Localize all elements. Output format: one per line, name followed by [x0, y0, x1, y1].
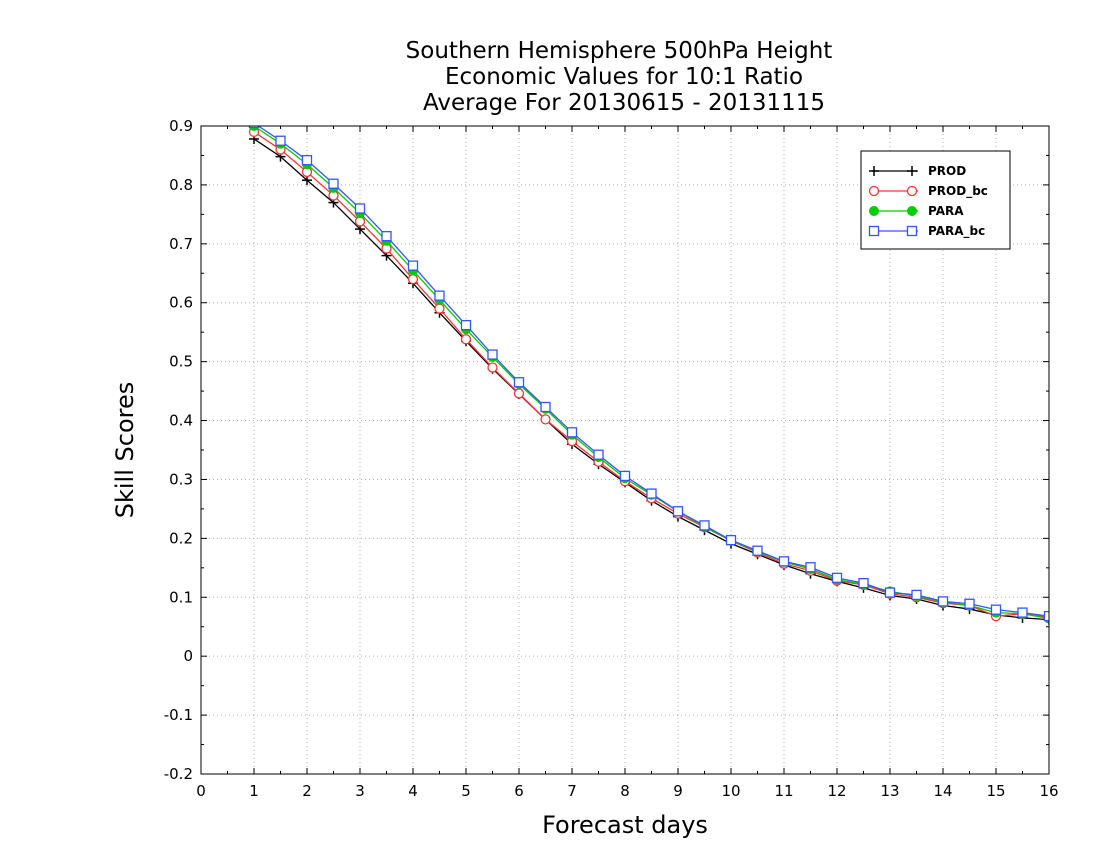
y-tick-label: 0.6: [169, 294, 193, 312]
y-tick-label: 0.9: [169, 117, 193, 135]
data-point-prod_bc: [513, 388, 525, 399]
data-point-prod_bc: [407, 274, 419, 285]
data-point-para_bc: [778, 556, 790, 567]
x-tick-label: 12: [827, 782, 846, 800]
legend-marker-left-para_bc: [868, 225, 880, 237]
legend-marker-left-prod_bc: [868, 185, 880, 197]
data-point-para_bc: [884, 587, 896, 598]
title-line-2: Economic Values for 10:1 Ratio: [445, 64, 803, 90]
x-tick-label: 2: [302, 782, 312, 800]
y-tick-label: 0: [183, 647, 193, 665]
title-line-3: Average For 20130615 - 20131115: [423, 90, 825, 116]
data-point-para_bc: [699, 520, 710, 531]
y-tick-label: 0.4: [169, 412, 193, 430]
axes: 0 1 2 3 4 5 6 7 8 9 10 11 12 13 14 15 16-0.2-0.100.10.20…: [164, 117, 1059, 800]
y-tick-label: 0.3: [169, 470, 193, 488]
legend-marker-right-para: [907, 206, 917, 216]
data-point-para_bc: [619, 470, 631, 482]
data-point-para_bc: [301, 155, 313, 166]
data-point-para_bc: [805, 562, 816, 573]
legend-marker-left-para: [869, 206, 879, 216]
plot-frame: [200, 125, 1050, 775]
data-point-para_bc: [513, 377, 525, 388]
data-point-para_bc: [831, 572, 843, 583]
x-tick-label: 0: [196, 782, 206, 800]
x-tick-label: 10: [721, 782, 740, 800]
y-tick-label: 0.8: [169, 176, 193, 194]
data-point-para_bc: [858, 577, 869, 589]
data-point-para_bc: [672, 506, 684, 517]
data-point-para_bc: [911, 589, 922, 601]
data-point-para_bc: [752, 545, 763, 556]
data-point-prod_bc: [487, 362, 498, 373]
data-point-para_bc: [540, 401, 551, 413]
x-tick-label: 4: [408, 782, 418, 800]
legend-box: [860, 150, 1011, 250]
data-point-prod_bc: [434, 303, 445, 314]
data-point-para_bc: [566, 427, 578, 438]
data-point-para_bc: [487, 349, 498, 360]
x-tick-label: 16: [1039, 782, 1058, 800]
data-point-para_bc: [1017, 607, 1028, 618]
legend-label-para_bc: PARA_bc: [928, 224, 985, 239]
x-axis-label: Forecast days: [542, 811, 708, 839]
x-tick-label: 13: [880, 782, 899, 800]
data-point-para_bc: [354, 203, 366, 214]
title-line-1: Southern Hemisphere 500hPa Height: [406, 38, 833, 64]
data-point-para_bc: [593, 449, 604, 460]
legend: PROD PROD_bc PARA PARA_bc: [860, 150, 1011, 250]
data-point-prod_bc: [460, 334, 472, 345]
legend-label-prod_bc: PROD_bc: [928, 184, 988, 199]
data-point-para_bc: [275, 135, 286, 146]
x-tick-label: 9: [673, 782, 683, 800]
data-point-para_bc: [460, 319, 472, 331]
data-point-para_bc: [248, 126, 260, 129]
data-point-para_bc: [937, 596, 949, 607]
data-point-para_bc: [381, 231, 392, 242]
x-tick-label: 14: [933, 782, 952, 800]
x-tick-label: 5: [461, 782, 471, 800]
x-tick-label: 7: [567, 782, 577, 800]
x-tick-label: 3: [355, 782, 365, 800]
series-para_bc: [248, 126, 1049, 622]
chart-title: Southern Hemisphere 500hPa Height Econom…: [406, 38, 833, 116]
y-tick-label: 0.1: [169, 588, 193, 606]
x-tick-label: 15: [986, 782, 1005, 800]
data-point-para_bc: [646, 488, 657, 499]
data-point-para_bc: [964, 598, 975, 609]
x-tick-label: 1: [249, 782, 259, 800]
y-axis-label: Skill Scores: [111, 382, 139, 519]
legend-marker-right-prod_bc: [906, 185, 918, 197]
x-tick-label: 8: [620, 782, 630, 800]
y-tick-label: -0.1: [164, 706, 193, 724]
y-tick-label: 0.2: [169, 529, 193, 547]
data-point-para_bc: [1043, 610, 1049, 622]
y-tick-label: -0.2: [164, 765, 193, 783]
y-tick-label: 0.7: [169, 235, 193, 253]
legend-label-prod: PROD: [928, 164, 966, 178]
data-point-prod_bc: [540, 414, 551, 425]
data-point-para_bc: [407, 260, 419, 271]
data-point-prod_bc: [354, 216, 366, 227]
legend-marker-right-prod: [907, 166, 917, 176]
data-point-para_bc: [434, 290, 445, 301]
series-lines: [248, 126, 1049, 625]
x-tick-label: 11: [774, 782, 793, 800]
data-point-para_bc: [328, 178, 339, 189]
data-point-para_bc: [990, 604, 1002, 615]
legend-marker-right-para_bc: [906, 225, 918, 237]
y-tick-label: 0.5: [169, 353, 193, 371]
data-point-para_bc: [725, 534, 737, 546]
legend-label-para: PARA: [928, 204, 964, 218]
legend-marker-left-prod: [869, 166, 879, 176]
x-tick-label: 6: [514, 782, 524, 800]
